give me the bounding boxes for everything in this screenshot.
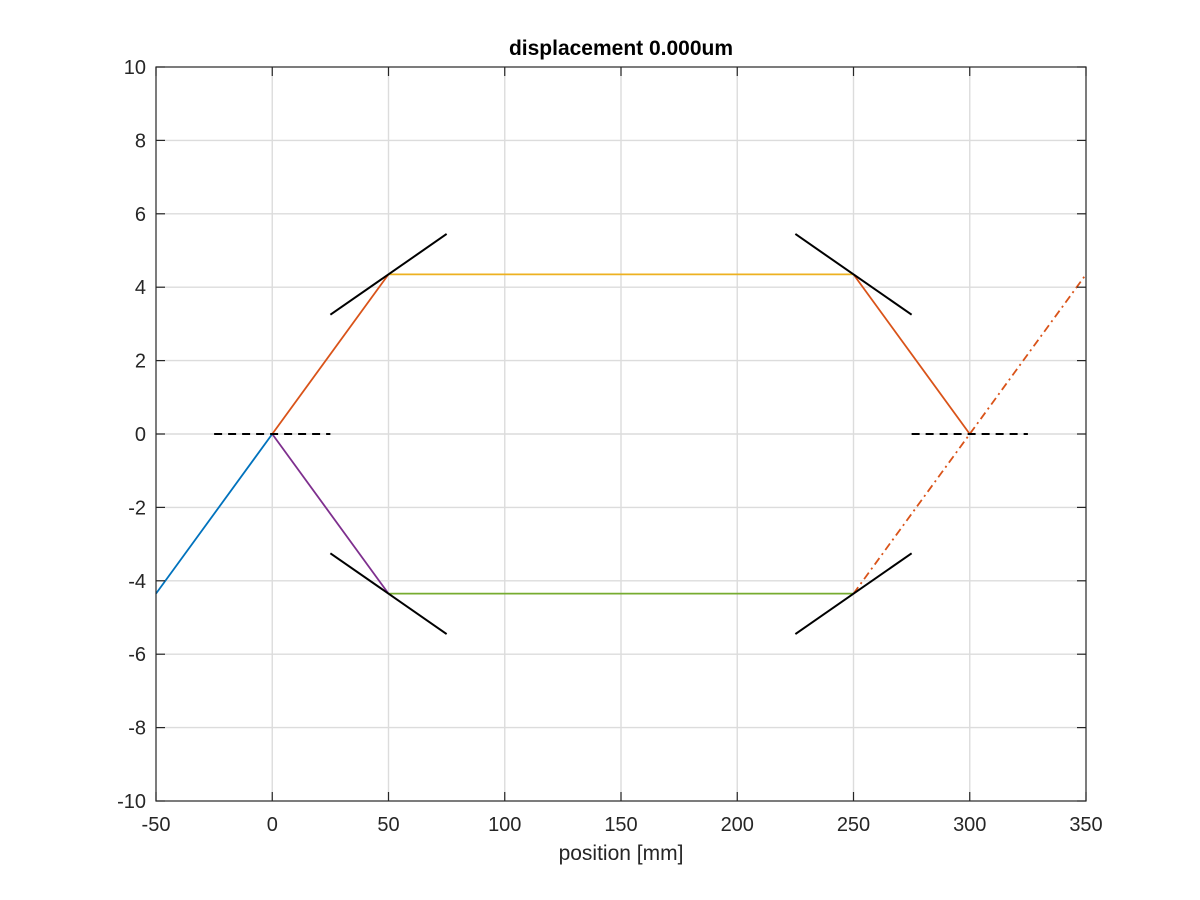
y-tick-label: 4 [135,277,146,299]
y-tick-label: -6 [128,644,146,666]
x-tick-label: 250 [837,814,870,836]
x-tick-label: 200 [721,814,754,836]
data-series [155,233,1087,635]
x-tick-label: 300 [953,814,986,836]
y-tick-label: -2 [128,497,146,519]
x-axis-label: position [mm] [559,842,684,865]
series-line-4 [852,273,971,435]
series-line-1 [155,433,273,595]
x-tick-label: 0 [267,814,278,836]
series-line-11 [794,552,913,635]
y-tick-label: 6 [135,204,146,226]
series-line-2 [271,273,390,435]
y-tick-label: -10 [117,791,146,813]
y-tick-label: 0 [135,424,146,446]
x-tick-label: -50 [142,814,171,836]
series-line-8 [329,233,448,316]
x-tick-label: 100 [488,814,521,836]
y-tick-label: -8 [128,718,146,740]
x-tick-label: 150 [604,814,637,836]
chart-title: displacement 0.000um [509,37,733,60]
y-tick-label: 2 [135,351,146,373]
y-tick-label: 10 [124,57,146,79]
series-line-7 [852,273,1087,595]
axis-ticks: -50 0 50 100 150 200 250 300 350 -10 -8 -6 -4 -2 0 2 4 6 8… [117,57,1103,836]
series-line-5 [271,433,390,595]
series-line-10 [794,233,913,316]
y-tick-label: -4 [128,571,146,593]
y-tick-label: 8 [135,130,146,152]
x-tick-label: 50 [377,814,399,836]
series-line-9 [329,552,448,635]
x-tick-label: 350 [1069,814,1102,836]
